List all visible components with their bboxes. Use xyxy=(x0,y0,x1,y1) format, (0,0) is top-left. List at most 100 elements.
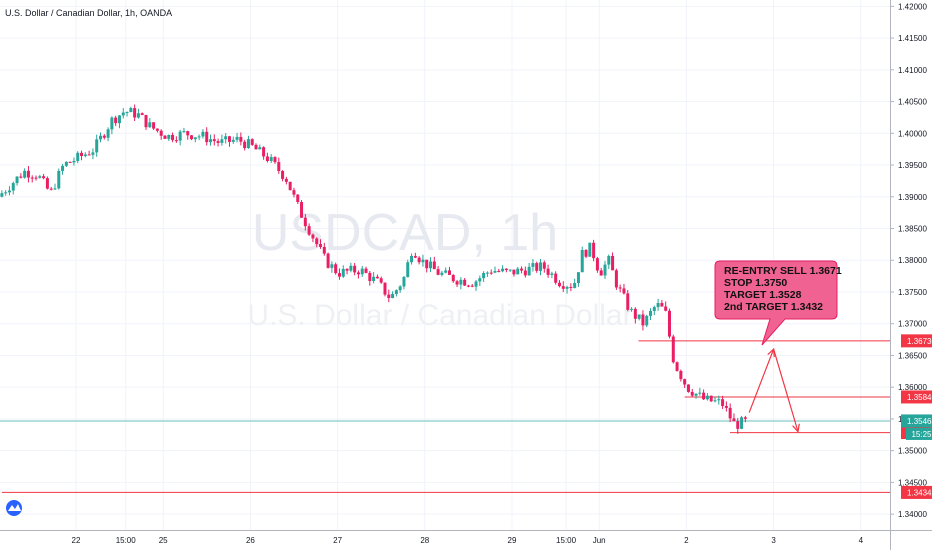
candle-body xyxy=(117,115,121,124)
y-tick-label: 1.37500 xyxy=(898,288,927,297)
candle-body xyxy=(303,217,307,227)
candle-body xyxy=(341,268,345,277)
candle-body xyxy=(330,264,334,268)
candle-body xyxy=(284,178,288,182)
candle-body xyxy=(227,136,231,142)
candle-body xyxy=(159,130,163,136)
candle-body xyxy=(501,268,505,272)
candle-body xyxy=(64,161,68,166)
candle-body xyxy=(23,170,27,178)
candle-body xyxy=(444,270,448,273)
candle-body xyxy=(114,117,118,124)
candle-body xyxy=(277,162,281,171)
x-tick-label: 27 xyxy=(333,536,342,545)
candle-body xyxy=(459,279,463,285)
candle-body xyxy=(239,136,243,142)
candle-body xyxy=(413,255,417,258)
candle-body xyxy=(394,290,398,294)
candle-body xyxy=(262,147,266,157)
candle-body xyxy=(110,117,114,130)
candle-body xyxy=(410,255,414,263)
candle-body xyxy=(466,285,470,287)
x-tick-label: Jun xyxy=(593,536,606,545)
level-price-label: 1.34342 xyxy=(907,488,932,497)
annotation-line: TARGET 1.3528 xyxy=(724,289,802,301)
time-axis-panel[interactable] xyxy=(0,530,932,550)
candle-body xyxy=(690,391,694,396)
candle-body xyxy=(144,114,148,128)
candle-body xyxy=(523,270,527,276)
candle-body xyxy=(95,139,99,153)
candle-body xyxy=(573,283,577,288)
annotation-line: RE-ENTRY SELL 1.3671 xyxy=(724,265,842,277)
x-tick-label: 3 xyxy=(771,536,776,545)
annotation-layer[interactable]: RE-ENTRY SELL 1.3671 STOP 1.3750 TARGET … xyxy=(714,260,842,346)
y-tick-label: 1.38500 xyxy=(898,225,927,234)
candle-body xyxy=(34,177,38,179)
candle-body xyxy=(61,165,65,171)
watermark-description: U.S. Dollar / Canadian Dollar xyxy=(247,299,632,332)
candle-body xyxy=(364,268,368,273)
y-tick-label: 1.40500 xyxy=(898,98,927,107)
candle-body xyxy=(542,262,546,269)
projection-layer xyxy=(748,347,800,433)
candle-body xyxy=(664,306,668,311)
candle-body xyxy=(649,310,653,316)
annotation-callout[interactable] xyxy=(714,260,838,346)
candle-body xyxy=(406,262,410,278)
candle-body xyxy=(174,140,178,142)
candle-body xyxy=(698,392,702,394)
candle-body xyxy=(68,161,72,163)
candle-body xyxy=(246,139,250,149)
candle-body xyxy=(72,160,76,163)
projection-arrow-head xyxy=(792,423,800,433)
y-tick-label: 1.40000 xyxy=(898,129,927,138)
candle-body xyxy=(539,262,543,271)
level-price-label: 1.35846 xyxy=(907,393,932,402)
level-layer xyxy=(0,340,890,493)
candle-body xyxy=(292,190,296,195)
candle-body xyxy=(497,270,501,272)
candle-body xyxy=(235,136,239,140)
projection-arrow-line xyxy=(748,348,775,413)
x-tick-label: 15:00 xyxy=(116,536,137,545)
candle-body xyxy=(618,287,622,289)
y-tick-label: 1.42000 xyxy=(898,2,927,11)
candle-body xyxy=(353,265,357,273)
projection-arrow-head xyxy=(767,347,775,358)
candle-body xyxy=(656,303,660,308)
candle-body xyxy=(0,193,4,197)
candle-body xyxy=(482,273,486,279)
candle-body xyxy=(209,139,213,143)
grid-layer xyxy=(0,0,890,530)
candle-body xyxy=(140,113,144,115)
candle-body xyxy=(724,405,728,408)
candle-body xyxy=(527,266,531,276)
candle-body xyxy=(736,421,740,429)
candle-body xyxy=(4,192,8,194)
price-axis-panel[interactable] xyxy=(890,0,932,550)
candle-body xyxy=(717,399,721,401)
candle-body xyxy=(732,418,736,422)
candle-body xyxy=(26,170,30,178)
candle-body xyxy=(19,176,23,178)
candle-body xyxy=(470,285,474,287)
candle-body xyxy=(296,194,300,203)
y-tick-label: 1.36000 xyxy=(898,383,927,392)
candle-body xyxy=(372,276,376,282)
chart-title: U.S. Dollar / Canadian Dollar, 1h, OANDA xyxy=(5,8,172,18)
candle-body xyxy=(178,131,182,141)
x-tick-label: 15:00 xyxy=(556,536,577,545)
candle-body xyxy=(136,113,140,118)
candle-body xyxy=(254,144,258,150)
tradingview-logo-icon[interactable] xyxy=(6,500,22,516)
candle-body xyxy=(432,261,436,270)
y-tick-label: 1.36500 xyxy=(898,351,927,360)
candle-body xyxy=(645,315,649,326)
candle-body xyxy=(440,272,444,275)
candle-body xyxy=(197,136,201,138)
candle-body xyxy=(569,286,573,288)
